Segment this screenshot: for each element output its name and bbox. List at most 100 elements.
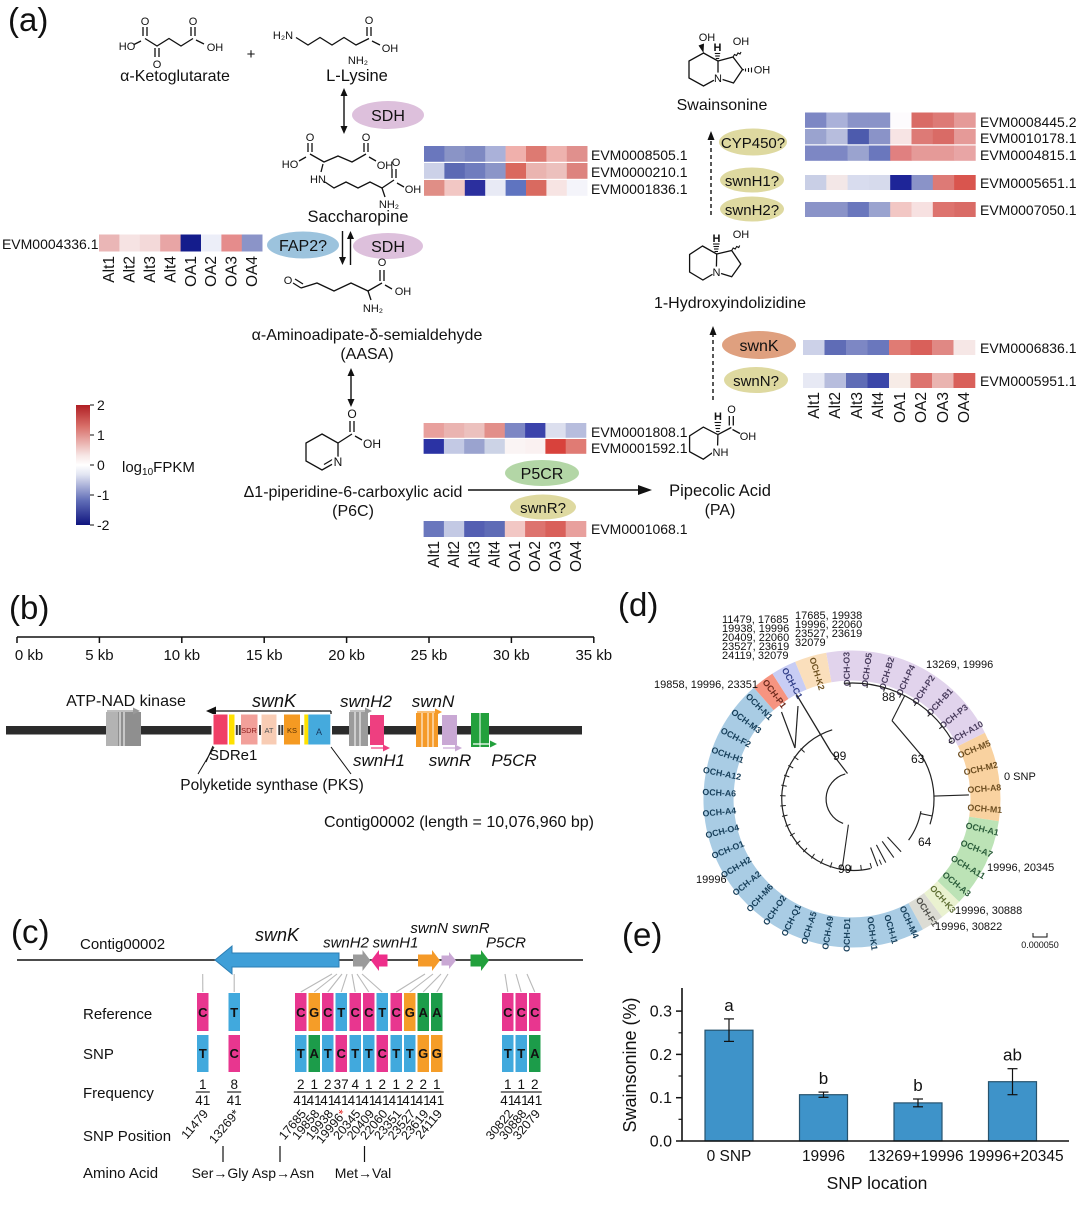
- svg-text:OA1: OA1: [507, 541, 524, 572]
- svg-text:1: 1: [310, 1077, 318, 1092]
- svg-text:OH: OH: [207, 42, 224, 54]
- svg-text:0 SNP: 0 SNP: [1004, 771, 1036, 783]
- svg-text:0.3: 0.3: [650, 1004, 672, 1021]
- svg-text:swnH2: swnH2: [323, 935, 370, 952]
- svg-text:41: 41: [429, 1093, 444, 1108]
- svg-text:N: N: [713, 267, 721, 279]
- svg-text:OCH-O5: OCH-O5: [860, 652, 875, 687]
- svg-text:OCH-O3: OCH-O3: [841, 652, 852, 686]
- svg-text:EVM0001836.1: EVM0001836.1: [591, 181, 688, 197]
- svg-text:G: G: [309, 1005, 319, 1020]
- svg-text:C: C: [198, 1005, 208, 1020]
- svg-text:SDR: SDR: [241, 726, 257, 735]
- svg-text:0.000050: 0.000050: [1021, 940, 1059, 950]
- svg-text:A: A: [432, 1005, 442, 1020]
- svg-text:23527, 23619: 23527, 23619: [795, 628, 862, 640]
- svg-text:Met→Val: Met→Val: [335, 1165, 392, 1181]
- svg-text:2: 2: [324, 1077, 332, 1092]
- svg-text:Amino Acid: Amino Acid: [83, 1165, 158, 1182]
- svg-text:+: +: [247, 46, 256, 63]
- svg-text:EVM0001068.1: EVM0001068.1: [591, 521, 688, 537]
- svg-text:O: O: [378, 257, 387, 269]
- svg-text:41: 41: [402, 1093, 417, 1108]
- svg-text:SNP location: SNP location: [827, 1173, 928, 1193]
- svg-text:T: T: [406, 1046, 414, 1061]
- svg-text:A: A: [310, 1046, 320, 1061]
- svg-text:20409, 22060: 20409, 22060: [722, 632, 789, 644]
- svg-text:C: C: [392, 1005, 402, 1020]
- svg-text:P5CR: P5CR: [521, 466, 564, 483]
- svg-text:T: T: [378, 1005, 386, 1020]
- svg-text:swnK: swnK: [252, 691, 297, 711]
- svg-text:swnH1: swnH1: [353, 751, 405, 770]
- svg-text:Δ1-piperidine-6-carboxylic aci: Δ1-piperidine-6-carboxylic acid: [244, 484, 463, 501]
- svg-text:O: O: [141, 16, 150, 28]
- svg-text:(P6C): (P6C): [332, 503, 374, 520]
- svg-text:EVM0010178.1: EVM0010178.1: [980, 130, 1077, 146]
- svg-text:C: C: [503, 1005, 513, 1020]
- svg-text:A: A: [316, 727, 322, 737]
- svg-text:30 kb: 30 kb: [493, 647, 530, 664]
- svg-text:O: O: [362, 132, 371, 144]
- svg-text:Alt3: Alt3: [849, 392, 866, 419]
- svg-text:Contig00002 (length = 10,076,9: Contig00002 (length = 10,076,960 bp): [324, 814, 594, 831]
- svg-text:NH₂: NH₂: [348, 55, 368, 67]
- svg-text:41: 41: [500, 1093, 515, 1108]
- svg-text:Asp→Asn: Asp→Asn: [252, 1165, 314, 1181]
- svg-text:1: 1: [392, 1077, 400, 1092]
- svg-text:19996: 19996: [802, 1148, 845, 1165]
- svg-text:C: C: [517, 1005, 527, 1020]
- svg-text:EVM0006836.1: EVM0006836.1: [980, 340, 1077, 356]
- svg-text:swnR: swnR: [429, 751, 472, 770]
- svg-text:N: N: [714, 73, 722, 85]
- svg-text:(c): (c): [11, 913, 49, 950]
- svg-text:Alt4: Alt4: [162, 256, 179, 283]
- svg-text:OCH-A6: OCH-A6: [702, 787, 736, 799]
- svg-text:23527, 23619: 23527, 23619: [722, 641, 789, 653]
- svg-text:OH: OH: [382, 43, 399, 55]
- svg-text:OA2: OA2: [527, 541, 544, 572]
- svg-text:swnH2: swnH2: [340, 692, 393, 711]
- svg-text:OA3: OA3: [548, 541, 565, 572]
- svg-text:41: 41: [334, 1093, 349, 1108]
- svg-text:C: C: [296, 1005, 306, 1020]
- svg-text:A: A: [530, 1046, 540, 1061]
- svg-text:Alt3: Alt3: [142, 256, 159, 283]
- svg-text:OA4: OA4: [956, 392, 973, 423]
- svg-text:a: a: [724, 996, 734, 1015]
- svg-text:O: O: [727, 404, 736, 416]
- svg-text:swnK: swnK: [255, 925, 300, 945]
- svg-text:CYP450?: CYP450?: [721, 135, 785, 152]
- svg-text:b: b: [819, 1069, 828, 1088]
- svg-text:Swainsonine (%): Swainsonine (%): [620, 997, 640, 1132]
- svg-text:19996, 30822: 19996, 30822: [935, 921, 1002, 933]
- svg-text:EVM0007050.1: EVM0007050.1: [980, 202, 1077, 218]
- svg-text:1: 1: [97, 427, 105, 443]
- svg-text:AT: AT: [264, 726, 273, 735]
- svg-text:(b): (b): [9, 589, 49, 626]
- svg-text:SNP Position: SNP Position: [83, 1128, 171, 1145]
- svg-text:OA1: OA1: [183, 256, 200, 287]
- svg-text:b: b: [913, 1076, 922, 1095]
- svg-text:Alt2: Alt2: [827, 392, 844, 419]
- svg-text:NH: NH: [713, 447, 729, 459]
- svg-text:OH: OH: [754, 65, 771, 77]
- svg-text:17685, 19938: 17685, 19938: [795, 610, 862, 622]
- svg-text:(PA): (PA): [705, 502, 736, 519]
- svg-text:OH: OH: [699, 32, 716, 44]
- svg-text:(a): (a): [8, 1, 48, 38]
- svg-text:SDH: SDH: [371, 108, 405, 125]
- svg-text:1: 1: [433, 1077, 441, 1092]
- svg-text:Alt3: Alt3: [466, 541, 483, 568]
- svg-text:Frequency: Frequency: [83, 1085, 154, 1102]
- svg-text:OCH-M1: OCH-M1: [967, 802, 1002, 815]
- svg-text:EVM0008505.1: EVM0008505.1: [591, 147, 688, 163]
- svg-text:swnH1?: swnH1?: [725, 173, 779, 190]
- svg-text:11479, 17685: 11479, 17685: [722, 614, 788, 626]
- svg-text:-2: -2: [97, 517, 110, 533]
- svg-text:T: T: [324, 1046, 332, 1061]
- svg-text:41: 41: [514, 1093, 529, 1108]
- svg-text:2: 2: [297, 1077, 305, 1092]
- svg-text:EVM0004815.1: EVM0004815.1: [980, 147, 1077, 163]
- svg-text:OH: OH: [733, 229, 750, 241]
